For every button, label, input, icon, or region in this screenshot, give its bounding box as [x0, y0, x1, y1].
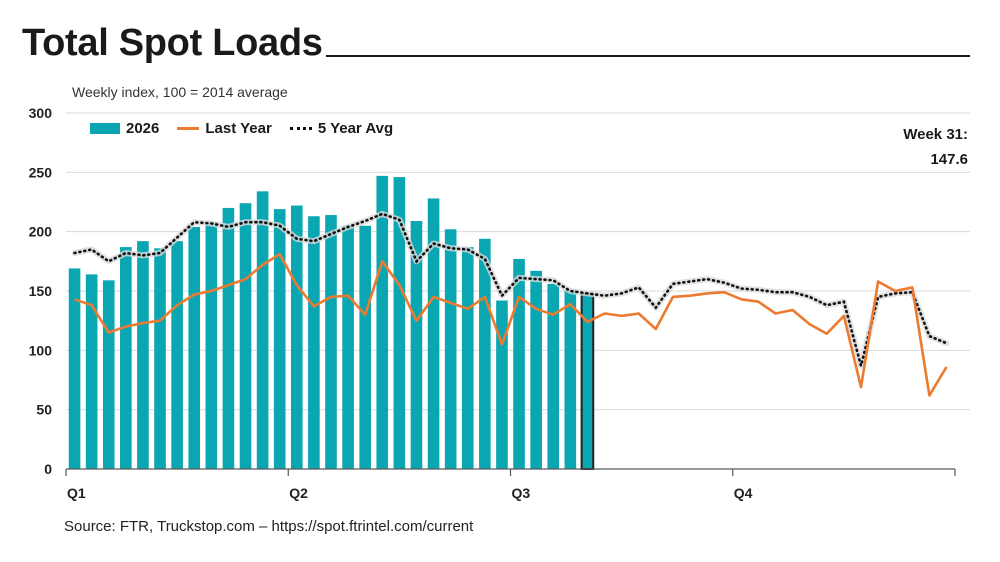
legend-item-2026: 2026 [90, 120, 159, 137]
legend-label-5-year-avg: 5 Year Avg [317, 120, 394, 137]
source-note: Source: FTR, Truckstop.com – https://spo… [64, 518, 474, 535]
bar-week-7 [171, 241, 183, 469]
legend-swatch-last-year [177, 127, 200, 130]
x-tick-label-q3: Q3 [512, 485, 531, 501]
chart-subtitle: Weekly index, 100 = 2014 average [72, 84, 288, 100]
legend-swatch-2026 [90, 123, 120, 134]
bar-week-13 [273, 209, 286, 469]
bar-week-15 [308, 216, 320, 469]
x-tick-label-q4: Q4 [734, 485, 753, 501]
y-tick-label: 300 [29, 105, 53, 121]
legend-label-last-year: Last Year [205, 120, 272, 137]
legend-item-5-year-avg: 5 Year Avg [289, 120, 394, 137]
title-rule [326, 55, 970, 57]
y-tick-label: 250 [29, 164, 53, 180]
y-tick-label: 50 [36, 402, 52, 418]
avg-line [73, 212, 948, 367]
bar-week-25 [479, 238, 491, 469]
bar-week-9 [205, 222, 218, 469]
bar-week-20 [393, 177, 406, 469]
bar-week-10 [222, 207, 235, 469]
x-tick-label-q2: Q2 [289, 485, 308, 501]
axes: 0 50 100 150 200 250 300 Q1 Q2 Q3 Q4 [29, 105, 956, 501]
bar-week-23 [444, 229, 457, 469]
bar-week-27 [513, 258, 525, 469]
latest-week-note: Week 31: 147.6 [903, 122, 968, 172]
bar-week-11 [239, 203, 252, 470]
y-tick-label: 150 [29, 283, 53, 299]
bar-week-1 [68, 268, 81, 469]
bar-week-30 [564, 289, 577, 469]
bar-week-18 [359, 225, 371, 469]
bar-week-12 [256, 191, 269, 469]
bar-week-19 [376, 175, 389, 470]
bar-week-8 [188, 226, 201, 469]
y-tick-label: 200 [29, 224, 53, 240]
bar-week-4 [120, 247, 132, 469]
latest-week-label: Week 31: [903, 126, 968, 143]
legend: 2026 Last Year 5 Year Avg [90, 120, 411, 137]
bar-week-24 [461, 247, 474, 469]
legend-label-2026: 2026 [126, 120, 160, 137]
x-tick-label-q1: Q1 [67, 485, 86, 501]
bar-week-3 [102, 280, 115, 469]
bars-2026 [68, 175, 595, 470]
bar-week-22 [427, 198, 440, 469]
bar-week-21 [410, 220, 423, 469]
series-lines [71, 210, 950, 397]
last-year-line [74, 252, 948, 397]
legend-item-last-year: Last Year [177, 120, 272, 137]
chart-title: Total Spot Loads [22, 22, 323, 64]
y-tick-label: 100 [29, 342, 53, 358]
bar-week-2 [85, 274, 98, 469]
bar-week-28 [530, 270, 542, 469]
bar-week-29 [547, 283, 560, 469]
bar-week-5 [137, 241, 149, 469]
bar-week-14 [290, 205, 303, 469]
avg-line-shadow [71, 210, 950, 369]
latest-week-value: 147.6 [930, 151, 968, 168]
y-tick-label: 0 [44, 461, 52, 477]
bar-week-16 [325, 215, 337, 469]
bar-week-17 [342, 225, 354, 469]
legend-swatch-5-year-avg [289, 127, 312, 130]
bar-week-26 [496, 300, 508, 469]
bar-week-6 [154, 248, 166, 469]
